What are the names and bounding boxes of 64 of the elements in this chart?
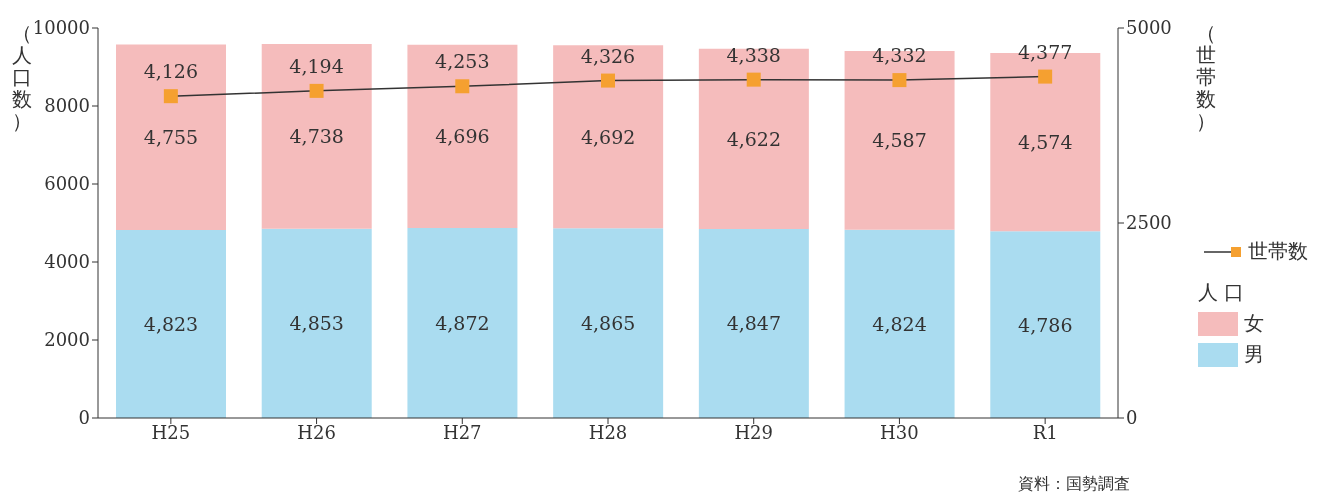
x-tick-label: H28 bbox=[588, 421, 628, 443]
data-label: 4,126 bbox=[143, 60, 199, 83]
text: 資料：国勢調査 bbox=[1018, 474, 1130, 495]
bar bbox=[553, 228, 664, 418]
data-label: 4,622 bbox=[726, 127, 782, 150]
bar bbox=[261, 43, 372, 229]
data-label: 4,865 bbox=[580, 312, 636, 335]
point bbox=[455, 79, 470, 94]
y-tick-label: 0 bbox=[78, 407, 90, 429]
data-label: 4,786 bbox=[1018, 313, 1073, 336]
data-label: 4,338 bbox=[726, 43, 781, 66]
data-label: 4,326 bbox=[580, 44, 636, 67]
point bbox=[1038, 69, 1053, 84]
y-axis-title: （人口数） bbox=[11, 21, 33, 133]
bar bbox=[116, 44, 226, 230]
point bbox=[746, 72, 761, 87]
y2-tick-label: 2500 bbox=[1126, 212, 1172, 234]
y-tick-label: 10000 bbox=[32, 17, 90, 39]
data-label: 4,253 bbox=[435, 50, 490, 73]
data-label: 4,696 bbox=[435, 125, 490, 148]
y-tick-label: 8000 bbox=[44, 95, 90, 117]
bar bbox=[990, 231, 1101, 418]
x-tick-label: H29 bbox=[734, 421, 774, 443]
point bbox=[309, 83, 324, 98]
data-label: 4,755 bbox=[143, 126, 199, 149]
x-tick-label: H30 bbox=[880, 421, 919, 443]
bar bbox=[261, 228, 372, 418]
x-tick-label: H27 bbox=[442, 421, 482, 443]
bar bbox=[698, 228, 809, 418]
y-tick-label: 2000 bbox=[44, 329, 90, 351]
data-label: 4,574 bbox=[1018, 131, 1073, 154]
data-label: 4,692 bbox=[580, 125, 636, 148]
data-label: 4,847 bbox=[726, 312, 782, 335]
data-label: 4,194 bbox=[289, 54, 344, 77]
bar bbox=[407, 44, 518, 228]
x-tick-label: H25 bbox=[151, 421, 191, 443]
data-label: 4,587 bbox=[872, 129, 927, 152]
data-label: 4,824 bbox=[872, 312, 927, 335]
legend-label: 世帯数 bbox=[1248, 238, 1308, 265]
data-label: 4,377 bbox=[1017, 40, 1073, 63]
data-label: 4,738 bbox=[289, 125, 344, 148]
legend-label: 女 bbox=[1244, 310, 1264, 337]
legend-title: 人 口 bbox=[1198, 279, 1246, 306]
x-tick-label: H26 bbox=[297, 421, 336, 443]
y-tick-label: 4000 bbox=[44, 251, 90, 273]
legend-label: 男 bbox=[1244, 341, 1264, 368]
y2-tick-label: 5000 bbox=[1126, 17, 1172, 39]
bar bbox=[407, 227, 518, 418]
point bbox=[892, 73, 907, 88]
bar bbox=[116, 229, 226, 418]
data-label: 4,332 bbox=[872, 44, 927, 67]
bar bbox=[844, 50, 955, 230]
y2-axis-title: （世帯数） bbox=[1195, 21, 1217, 133]
y2-tick-label: 0 bbox=[1126, 407, 1138, 429]
data-label: 4,823 bbox=[143, 312, 199, 335]
point bbox=[163, 89, 178, 104]
bar bbox=[553, 45, 664, 229]
bar bbox=[698, 48, 809, 229]
data-label: 4,853 bbox=[289, 312, 344, 335]
bar bbox=[844, 229, 955, 418]
x-tick-label: R1 bbox=[1032, 421, 1058, 443]
data-label: 4,872 bbox=[435, 312, 490, 334]
y-tick-label: 6000 bbox=[44, 173, 90, 195]
point bbox=[601, 73, 615, 88]
